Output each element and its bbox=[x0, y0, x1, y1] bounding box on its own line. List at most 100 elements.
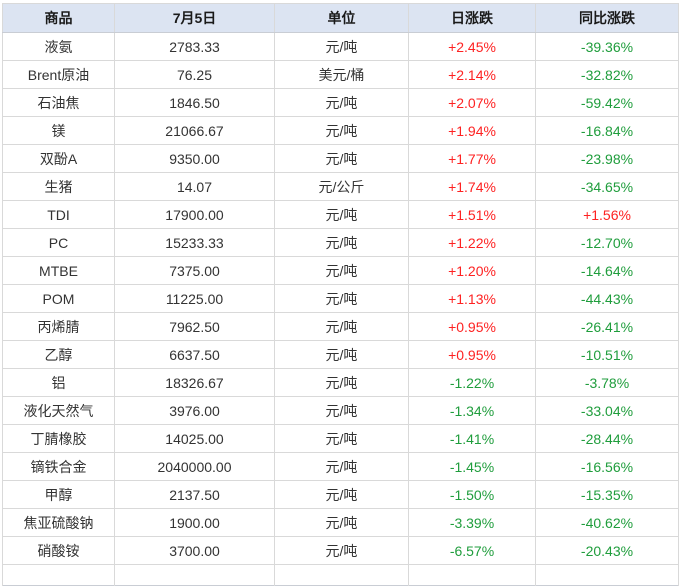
yoy-change-cell: -12.70% bbox=[535, 228, 679, 257]
table-body: 液氨 2783.33 元/吨 +2.45% -39.36% Brent原油 76… bbox=[2, 32, 679, 586]
unit-cell: 元/吨 bbox=[274, 256, 409, 285]
commodity-name-cell: 乙醇 bbox=[2, 340, 115, 369]
price-cell: 7375.00 bbox=[114, 256, 275, 285]
daily-change-cell: -3.39% bbox=[408, 508, 536, 537]
yoy-change-cell: -33.04% bbox=[535, 396, 679, 425]
unit-cell: 元/吨 bbox=[274, 508, 409, 537]
commodity-name-cell: Brent原油 bbox=[2, 60, 115, 89]
unit-cell: 元/吨 bbox=[274, 452, 409, 481]
price-cell: 9350.00 bbox=[114, 144, 275, 173]
unit-cell: 元/吨 bbox=[274, 32, 409, 61]
commodity-name-cell: 石油焦 bbox=[2, 88, 115, 117]
price-cell: 15233.33 bbox=[114, 228, 275, 257]
price-cell: 3976.00 bbox=[114, 396, 275, 425]
yoy-change-cell: -3.78% bbox=[535, 368, 679, 397]
empty-cell bbox=[274, 564, 409, 586]
table-row: 乙醇 6637.50 元/吨 +0.95% -10.51% bbox=[2, 340, 679, 369]
commodity-name-cell: 硝酸铵 bbox=[2, 536, 115, 565]
yoy-change-cell: -32.82% bbox=[535, 60, 679, 89]
commodity-name-cell: POM bbox=[2, 284, 115, 313]
yoy-change-cell: -15.35% bbox=[535, 480, 679, 509]
table-row: 液氨 2783.33 元/吨 +2.45% -39.36% bbox=[2, 32, 679, 61]
price-cell: 6637.50 bbox=[114, 340, 275, 369]
yoy-change-cell: -26.41% bbox=[535, 312, 679, 341]
unit-cell: 元/吨 bbox=[274, 228, 409, 257]
unit-cell: 元/吨 bbox=[274, 144, 409, 173]
yoy-change-cell: +1.56% bbox=[535, 200, 679, 229]
commodity-name-cell: PC bbox=[2, 228, 115, 257]
price-cell: 14025.00 bbox=[114, 424, 275, 453]
unit-cell: 元/吨 bbox=[274, 368, 409, 397]
unit-cell: 元/吨 bbox=[274, 396, 409, 425]
price-cell: 14.07 bbox=[114, 172, 275, 201]
price-cell: 11225.00 bbox=[114, 284, 275, 313]
daily-change-cell: +1.94% bbox=[408, 116, 536, 145]
unit-cell: 元/吨 bbox=[274, 536, 409, 565]
table-row: 石油焦 1846.50 元/吨 +2.07% -59.42% bbox=[2, 88, 679, 117]
empty-cell bbox=[114, 564, 275, 586]
commodity-name-cell: 双酚A bbox=[2, 144, 115, 173]
price-cell: 2040000.00 bbox=[114, 452, 275, 481]
yoy-change-cell: -28.44% bbox=[535, 424, 679, 453]
price-cell: 21066.67 bbox=[114, 116, 275, 145]
daily-change-cell: +1.74% bbox=[408, 172, 536, 201]
column-header-unit: 单位 bbox=[274, 3, 409, 33]
price-cell: 3700.00 bbox=[114, 536, 275, 565]
table-row: 双酚A 9350.00 元/吨 +1.77% -23.98% bbox=[2, 144, 679, 173]
price-cell: 18326.67 bbox=[114, 368, 275, 397]
yoy-change-cell: -40.62% bbox=[535, 508, 679, 537]
daily-change-cell: +2.14% bbox=[408, 60, 536, 89]
commodity-name-cell: 甲醇 bbox=[2, 480, 115, 509]
commodity-name-cell: 镁 bbox=[2, 116, 115, 145]
commodity-name-cell: 镝铁合金 bbox=[2, 452, 115, 481]
commodity-name-cell: 铝 bbox=[2, 368, 115, 397]
daily-change-cell: -6.57% bbox=[408, 536, 536, 565]
commodity-name-cell: MTBE bbox=[2, 256, 115, 285]
daily-change-cell: +2.07% bbox=[408, 88, 536, 117]
table-header-row: 商品 7月5日 单位 日涨跌 同比涨跌 bbox=[2, 3, 679, 33]
price-cell: 76.25 bbox=[114, 60, 275, 89]
table-row: 硝酸铵 3700.00 元/吨 -6.57% -20.43% bbox=[2, 536, 679, 565]
daily-change-cell: +2.45% bbox=[408, 32, 536, 61]
commodity-name-cell: TDI bbox=[2, 200, 115, 229]
table-row: 甲醇 2137.50 元/吨 -1.50% -15.35% bbox=[2, 480, 679, 509]
daily-change-cell: +1.20% bbox=[408, 256, 536, 285]
yoy-change-cell: -20.43% bbox=[535, 536, 679, 565]
unit-cell: 元/吨 bbox=[274, 284, 409, 313]
price-cell: 1900.00 bbox=[114, 508, 275, 537]
commodity-name-cell: 生猪 bbox=[2, 172, 115, 201]
empty-cell bbox=[2, 564, 115, 586]
table-row: MTBE 7375.00 元/吨 +1.20% -14.64% bbox=[2, 256, 679, 285]
daily-change-cell: +1.51% bbox=[408, 200, 536, 229]
column-header-daily-change: 日涨跌 bbox=[408, 3, 536, 33]
commodity-name-cell: 焦亚硫酸钠 bbox=[2, 508, 115, 537]
daily-change-cell: +0.95% bbox=[408, 312, 536, 341]
partial-clipped-row bbox=[2, 564, 679, 586]
table-row: PC 15233.33 元/吨 +1.22% -12.70% bbox=[2, 228, 679, 257]
commodity-name-cell: 丁腈橡胶 bbox=[2, 424, 115, 453]
column-header-commodity: 商品 bbox=[2, 3, 115, 33]
table-row: 焦亚硫酸钠 1900.00 元/吨 -3.39% -40.62% bbox=[2, 508, 679, 537]
yoy-change-cell: -16.56% bbox=[535, 452, 679, 481]
yoy-change-cell: -16.84% bbox=[535, 116, 679, 145]
table-row: 丙烯腈 7962.50 元/吨 +0.95% -26.41% bbox=[2, 312, 679, 341]
yoy-change-cell: -14.64% bbox=[535, 256, 679, 285]
empty-cell bbox=[408, 564, 536, 586]
unit-cell: 元/吨 bbox=[274, 200, 409, 229]
daily-change-cell: +1.13% bbox=[408, 284, 536, 313]
unit-cell: 元/吨 bbox=[274, 340, 409, 369]
daily-change-cell: -1.50% bbox=[408, 480, 536, 509]
yoy-change-cell: -23.98% bbox=[535, 144, 679, 173]
commodity-name-cell: 液化天然气 bbox=[2, 396, 115, 425]
commodity-price-table: 商品 7月5日 单位 日涨跌 同比涨跌 液氨 2783.33 元/吨 +2.45… bbox=[2, 3, 679, 586]
daily-change-cell: -1.45% bbox=[408, 452, 536, 481]
yoy-change-cell: -34.65% bbox=[535, 172, 679, 201]
price-cell: 2783.33 bbox=[114, 32, 275, 61]
table-row: 镝铁合金 2040000.00 元/吨 -1.45% -16.56% bbox=[2, 452, 679, 481]
table-row: 丁腈橡胶 14025.00 元/吨 -1.41% -28.44% bbox=[2, 424, 679, 453]
price-cell: 17900.00 bbox=[114, 200, 275, 229]
daily-change-cell: +0.95% bbox=[408, 340, 536, 369]
table-row: 铝 18326.67 元/吨 -1.22% -3.78% bbox=[2, 368, 679, 397]
table-row: 镁 21066.67 元/吨 +1.94% -16.84% bbox=[2, 116, 679, 145]
